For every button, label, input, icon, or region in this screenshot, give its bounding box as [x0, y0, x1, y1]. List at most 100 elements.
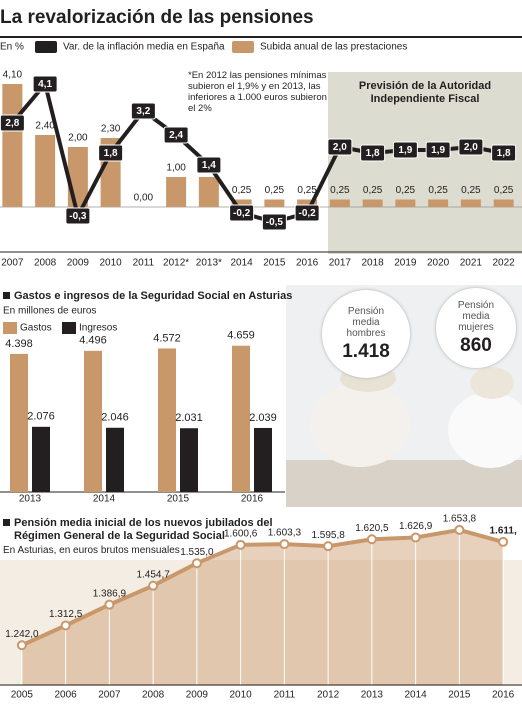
value-label: 0,25: [363, 185, 383, 196]
point-box: [360, 144, 386, 162]
value-label: -0,5: [266, 217, 284, 228]
value-label: 1.386,9: [93, 588, 127, 599]
value-label: 0,25: [494, 185, 514, 196]
value-label: 1.600,6: [224, 528, 258, 539]
value-label: 2.076: [27, 411, 55, 423]
bar: [493, 199, 514, 207]
x-tick-label: 2014: [405, 690, 428, 701]
bar: [67, 147, 88, 207]
value-label: 1,00: [166, 163, 186, 174]
point-box: [392, 141, 418, 159]
chart-subtitle: En millones de euros: [3, 306, 96, 317]
value-label: 0,25: [396, 185, 416, 196]
point-box: [130, 102, 156, 120]
x-tick-label: 2008: [142, 690, 165, 701]
value-label: 1.454,7: [136, 569, 170, 580]
chart-title: Pensión media inicial de los nuevos jubi…: [14, 517, 273, 542]
point-box: [294, 204, 320, 222]
x-tick-label: 2013: [361, 690, 384, 701]
x-tick-label: 2014: [93, 494, 116, 505]
value-label: 1.242,0: [5, 629, 39, 640]
bar: [198, 177, 219, 207]
bar: [329, 199, 350, 207]
x-tick-label: 2007: [1, 258, 24, 269]
point-box: [458, 138, 484, 156]
card-value: 860: [460, 334, 492, 356]
value-label: 2,8: [5, 118, 19, 129]
point: [191, 558, 202, 569]
value-label: 1,8: [497, 148, 511, 159]
point: [235, 539, 246, 550]
point: [279, 539, 290, 550]
legend-swatch: [232, 41, 254, 53]
x-tick-label: 2020: [427, 258, 450, 269]
x-tick-label: 2015: [167, 494, 190, 505]
x-tick-label: 2021: [460, 258, 483, 269]
value-label: 4.496: [79, 335, 107, 347]
value-label: 0,25: [461, 185, 481, 196]
x-tick-label: 2007: [98, 690, 121, 701]
legend-label: Gastos: [20, 323, 52, 334]
point-box: [327, 138, 353, 156]
bar: [395, 199, 416, 207]
bar: [460, 199, 481, 207]
legend-swatch: [3, 322, 17, 334]
point-box: [32, 75, 58, 93]
point-box: [98, 144, 124, 162]
x-tick-label: 2009: [186, 690, 209, 701]
x-tick-label: 2012*: [163, 258, 189, 269]
bar: [297, 199, 318, 207]
bar: [254, 427, 272, 492]
chart-subtitle: En Asturias, en euros brutos mensuales: [3, 545, 180, 556]
value-label: -0,2: [299, 208, 317, 219]
chart-title: La revalorización de las pensiones: [0, 7, 314, 28]
value-label: 0,25: [428, 185, 448, 196]
value-label: 1.595,8: [311, 530, 345, 541]
x-tick-label: 2014: [231, 258, 254, 269]
bar: [231, 199, 252, 207]
legend-label: Subida anual de las prestaciones: [260, 42, 407, 53]
value-label: 1.603,3: [268, 528, 302, 539]
bar: [10, 353, 28, 492]
point-box: [65, 207, 91, 225]
x-tick-label: 2017: [329, 258, 352, 269]
card-label: Pensión media hombres: [346, 305, 386, 339]
point: [366, 534, 377, 545]
banknote-background: [0, 560, 522, 686]
legend-label: Ingresos: [79, 323, 117, 334]
value-label: 2.046: [101, 412, 129, 424]
value-label: 1.535,0: [180, 547, 214, 558]
x-tick-label: 2012: [317, 690, 340, 701]
x-tick-label: 2018: [362, 258, 385, 269]
person-woman: [448, 392, 522, 468]
x-tick-label: 2016: [241, 494, 264, 505]
value-label: 2,40: [35, 121, 55, 132]
x-tick-label: 2005: [11, 690, 34, 701]
line: [10, 82, 504, 224]
bar: [35, 135, 56, 207]
value-label: 2.031: [175, 412, 203, 424]
point-box: [163, 126, 189, 144]
value-label: -0,2: [233, 208, 251, 219]
value-label: 2,0: [464, 142, 478, 153]
value-label: 4.398: [5, 338, 33, 350]
x-tick-label: 2013*: [196, 258, 222, 269]
value-label: 0,25: [265, 185, 285, 196]
value-label: 1.626,9: [399, 521, 433, 532]
x-tick-label: 2011: [133, 258, 155, 269]
x-tick-label: 2010: [100, 258, 123, 269]
x-tick-label: 2011: [274, 690, 296, 701]
x-tick-label: 2008: [34, 258, 57, 269]
bar: [264, 199, 285, 207]
value-label: 1.312,5: [49, 609, 83, 620]
value-label: 0,25: [232, 185, 252, 196]
value-label: 4,1: [38, 79, 52, 90]
value-label: 0,00: [134, 193, 154, 204]
bullet: [3, 292, 10, 299]
title-rule: [0, 36, 522, 38]
bar: [180, 428, 198, 492]
point: [323, 541, 334, 552]
point-box: [261, 213, 287, 231]
bullet: [3, 519, 10, 526]
bar: [2, 84, 23, 207]
